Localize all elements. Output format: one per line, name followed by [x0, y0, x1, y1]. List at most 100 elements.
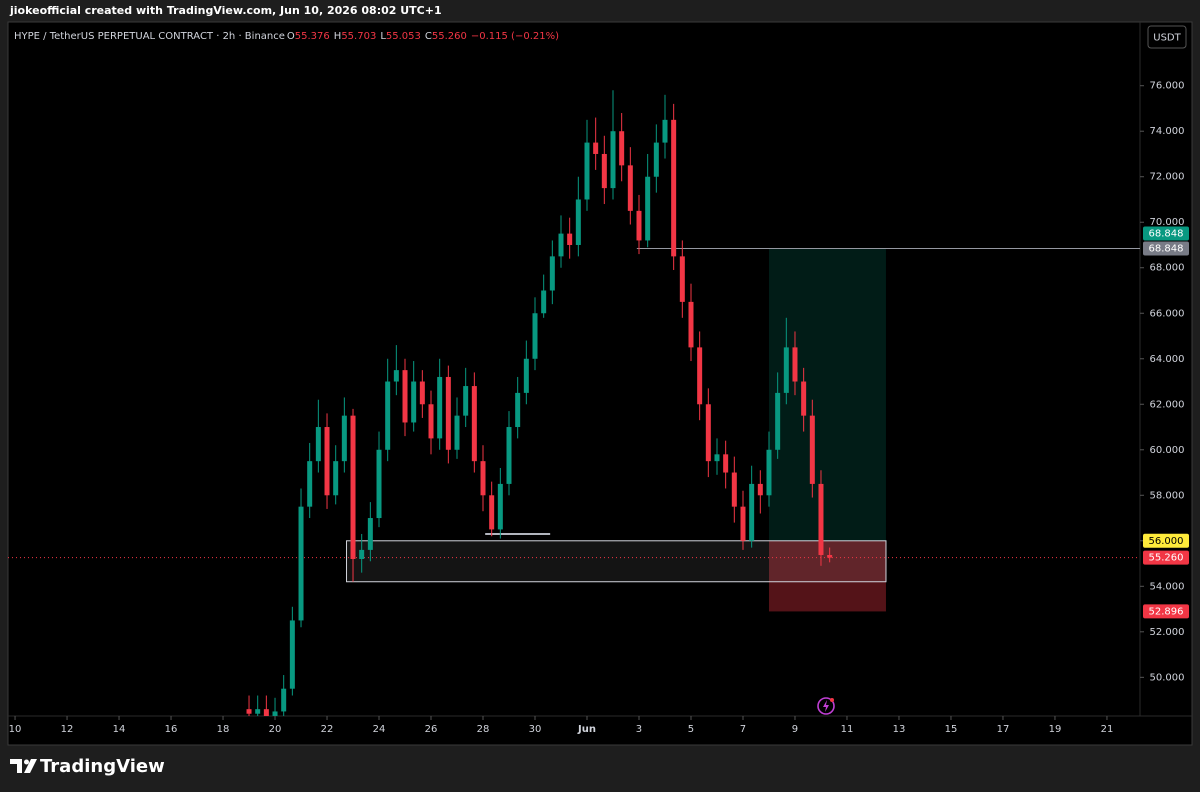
x-tick-label: 16 [165, 724, 178, 735]
candle-body [567, 233, 573, 245]
y-tick-label: 74.000 [1150, 126, 1185, 137]
candle-body [558, 233, 564, 257]
x-tick-label: 14 [113, 724, 126, 735]
x-tick-label: 10 [9, 724, 22, 735]
y-tick-label: 64.000 [1150, 354, 1185, 365]
ohlc-key: L [380, 31, 386, 42]
candle-body [775, 392, 781, 450]
y-tick-label: 70.000 [1150, 217, 1185, 228]
candle-body [324, 427, 330, 496]
candle-body [298, 506, 304, 621]
candle-body [333, 461, 339, 496]
candle-body [818, 483, 824, 556]
candle-body [463, 386, 469, 416]
price-tag [1143, 604, 1189, 619]
x-tick-label: 3 [636, 724, 642, 735]
price-tag-label: 52.896 [1149, 606, 1184, 617]
y-tick-label: 52.000 [1150, 627, 1185, 638]
x-tick-label: 21 [1101, 724, 1114, 735]
candle-body [619, 131, 625, 166]
x-tick-label: 30 [529, 724, 542, 735]
candle-body [350, 415, 356, 559]
x-tick-label: 18 [217, 724, 230, 735]
brand-logo: TradingView [10, 756, 165, 777]
candle-body [714, 454, 720, 462]
alert-bolt[interactable] [823, 700, 829, 712]
ohlc-key: C [425, 31, 432, 42]
candle-body [315, 427, 321, 462]
candle-body [419, 381, 425, 405]
ohlc-value: 55.703 [341, 31, 376, 42]
candle-body [489, 495, 495, 530]
candle-body [497, 483, 503, 530]
candle-body [471, 386, 477, 462]
currency-button[interactable] [1147, 25, 1187, 49]
candle-body [601, 153, 607, 189]
profit-zone [768, 248, 886, 541]
candle-body [385, 381, 391, 450]
candle-body [255, 709, 261, 714]
candle-body [705, 404, 711, 462]
logo-mark [10, 759, 37, 773]
alert-icon[interactable] [817, 697, 835, 715]
candle-body [653, 142, 659, 177]
candle-body [792, 347, 798, 382]
candle-body [662, 119, 668, 143]
candle-body [809, 415, 815, 484]
price-tag [1143, 533, 1189, 548]
candle-body [827, 554, 833, 558]
y-tick-label: 58.000 [1150, 490, 1185, 501]
price-tag-label: 68.848 [1149, 243, 1184, 254]
alert-dot[interactable] [830, 698, 834, 702]
candle-body [367, 518, 373, 550]
candle-body [688, 301, 694, 348]
candle-body [272, 711, 278, 716]
candle-body [246, 709, 252, 714]
price-tag-label: 68.848 [1149, 228, 1184, 239]
currency-label[interactable]: USDT [1153, 33, 1181, 44]
x-tick-label: 22 [321, 724, 334, 735]
ohlc-value: 55.376 [295, 31, 330, 42]
symbol-title: HYPE / TetherUS PERPETUAL CONTRACT · 2h … [14, 31, 285, 42]
x-tick-label: 12 [61, 724, 74, 735]
price-tag [1143, 226, 1189, 241]
ohlc-key: H [334, 31, 342, 42]
y-tick-label: 68.000 [1150, 263, 1185, 274]
candle-body [627, 165, 633, 211]
change: −0.115 (−0.21%) [471, 31, 559, 42]
y-tick-label: 62.000 [1150, 399, 1185, 410]
candle-body [506, 427, 512, 484]
plot-area [8, 90, 1140, 716]
attribution: jiokeofficial created with TradingView.c… [9, 4, 442, 17]
demand-zone [346, 540, 887, 583]
candle-body [437, 376, 443, 439]
x-tick-label: 19 [1049, 724, 1062, 735]
price-tag [1143, 550, 1189, 565]
candle-body [523, 358, 529, 393]
ohlc-key: O [287, 31, 295, 42]
candle-body [783, 347, 789, 393]
y-tick-label: 60.000 [1150, 445, 1185, 456]
candle-body [376, 449, 382, 519]
candle-body [445, 376, 451, 450]
x-tick-label: 17 [997, 724, 1010, 735]
alert-circle[interactable] [817, 697, 835, 715]
x-tick-label: 28 [477, 724, 490, 735]
candle-body [307, 461, 313, 507]
candle-body [610, 131, 616, 189]
candle-body [428, 404, 434, 439]
candle-body [359, 549, 365, 559]
logo-dot [24, 759, 29, 765]
candle-body [402, 370, 408, 423]
symbol-legend: HYPE / TetherUS PERPETUAL CONTRACT · 2h … [14, 31, 559, 42]
price-tag-label: 56.000 [1149, 536, 1184, 547]
x-tick-label: 5 [688, 724, 694, 735]
candle-body [801, 381, 807, 416]
candle-body [541, 290, 547, 314]
candle-body [671, 119, 677, 257]
candle-body [454, 415, 460, 450]
candle-body [749, 483, 755, 541]
y-tick-label: 50.000 [1150, 672, 1185, 683]
y-tick-label: 66.000 [1150, 308, 1185, 319]
